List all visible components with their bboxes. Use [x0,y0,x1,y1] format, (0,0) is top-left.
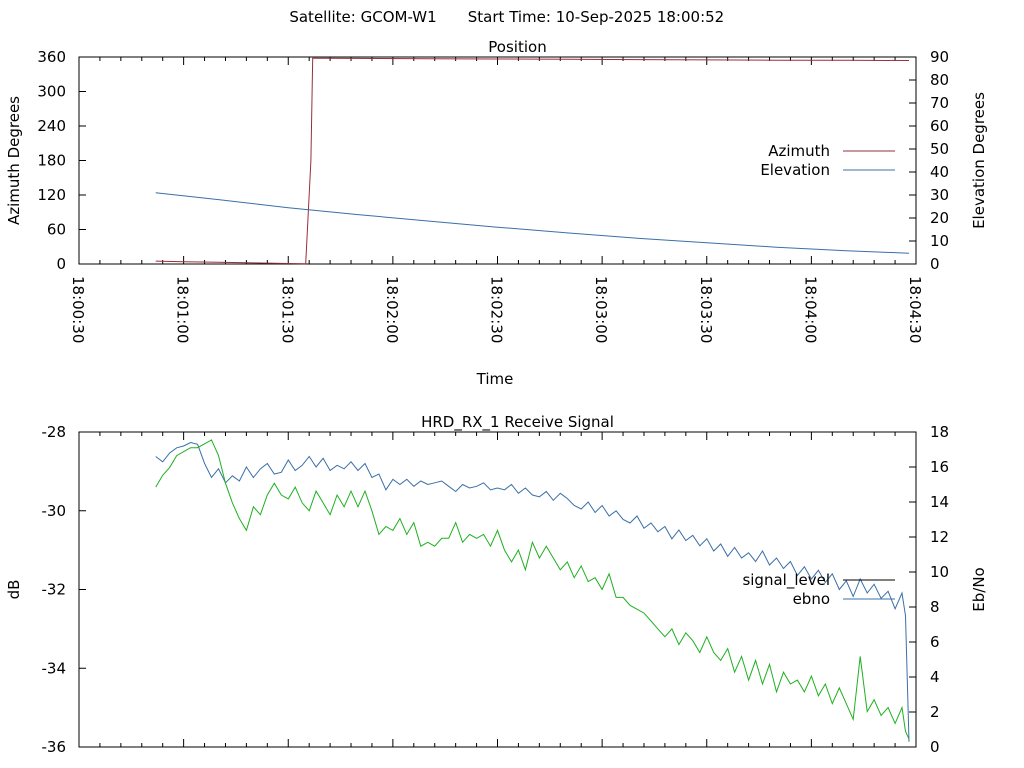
x-tick-label: 18:03:00 [592,276,610,343]
y2-tick-label: 10 [930,232,949,250]
x-axis-label: Time [476,370,514,388]
y2-tick-label: 2 [930,703,940,721]
y2-tick-label: 0 [930,738,940,756]
y-tick-label: 0 [56,255,66,273]
legend-label: Elevation [760,161,830,179]
y2-tick-label: 16 [930,458,949,476]
y2-tick-label: 60 [930,117,949,135]
y-tick-label: -32 [42,581,67,599]
y2-tick-label: 12 [930,528,949,546]
legend-label: Azimuth [768,142,830,160]
y2-tick-label: 40 [930,163,949,181]
y2-tick-label: 4 [930,668,940,686]
x-tick-label: 18:02:00 [383,276,401,343]
start-time-label: Start Time: 10-Sep-2025 18:00:52 [468,8,724,26]
y2-tick-label: 80 [930,71,949,89]
plot-frame [78,431,917,748]
y2-tick-label: 30 [930,186,949,204]
series-line [155,441,910,742]
y2-tick-label: 10 [930,563,949,581]
y2-axis-label: Elevation Degrees [970,92,988,229]
legend-label: ebno [793,590,830,608]
position-chart: Position 0 60 120 180 240 300 360 0 10 20 30 40 50 60 7… [5,38,988,388]
receive-signal-chart: HRD_RX_1 Receive Signal -36 -34 -32 -30 -28 0 2… [5,413,988,756]
satellite-label: Satellite: GCOM-W1 [289,8,436,26]
y2-tick-label: 8 [930,598,940,616]
y2-tick-label: 20 [930,209,949,227]
series-line [155,439,910,740]
chart-title: Position [488,38,546,56]
x-tick-label: 18:01:30 [278,276,296,343]
y-tick-label: 180 [37,152,66,170]
y2-tick-label: 6 [930,633,940,651]
legend-label: signal_level [742,571,830,590]
x-tick-label: 18:00:30 [69,276,87,343]
series-line [155,192,910,254]
x-tick-label: 18:03:30 [697,276,715,343]
y2-tick-label: 14 [930,493,949,511]
y-axis-label: dB [5,580,23,600]
x-tick-label: 18:01:00 [174,276,192,343]
y-tick-label: 360 [37,48,66,66]
y-tick-label: 240 [37,117,66,135]
y2-tick-label: 90 [930,48,949,66]
y-tick-label: -36 [42,738,67,756]
y-axis-label: Azimuth Degrees [5,96,23,225]
y-tick-label: -28 [42,423,67,441]
y2-tick-label: 70 [930,94,949,112]
y-tick-label: 300 [37,83,66,101]
x-tick-label: 18:02:30 [488,276,506,343]
y2-axis-label: Eb/No [970,567,988,611]
y2-tick-label: 50 [930,140,949,158]
x-tick-label: 18:04:30 [906,276,924,343]
y-tick-label: -34 [42,659,67,677]
x-tick-label: 18:04:00 [801,276,819,343]
y-tick-label: -30 [42,502,67,520]
y-tick-label: 120 [37,186,66,204]
y2-tick-label: 0 [930,255,940,273]
chart-title: HRD_RX_1 Receive Signal [421,413,614,432]
series-line [155,57,910,265]
y2-tick-label: 18 [930,423,949,441]
y-tick-label: 60 [47,221,66,239]
